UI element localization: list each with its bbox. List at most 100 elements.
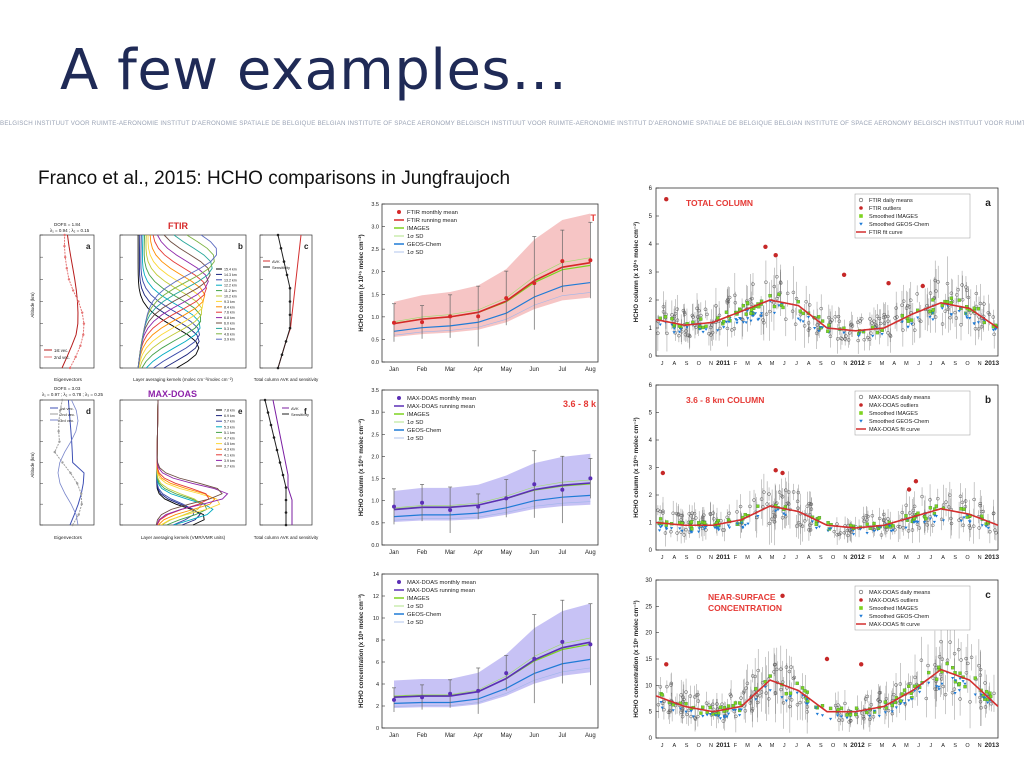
- ak-eig-point: [82, 333, 85, 336]
- ts-ytick-label: 4: [649, 438, 653, 444]
- ts-daily-mean-point: [729, 694, 733, 698]
- ts-daily-mean-point: [868, 317, 872, 321]
- sc-month-label: May: [501, 733, 512, 739]
- ts-geoschem-point: [888, 525, 892, 528]
- ts-images-point: [745, 301, 750, 305]
- ts-images-point: [768, 674, 772, 678]
- ts-daily-mean-point: [945, 658, 950, 663]
- ts-geoschem-point: [910, 697, 914, 701]
- sc-month-label: Apr: [473, 367, 482, 373]
- sc-ytick-label: 12: [373, 594, 379, 600]
- ak-ftir-layer-label: 10.2 km: [224, 295, 237, 299]
- ts-daily-mean-point: [789, 665, 793, 669]
- ak-ftir-layer-line: [140, 234, 201, 369]
- ts-month-label: S: [819, 743, 823, 749]
- ak-eig-point: [65, 267, 68, 270]
- ts-month-label: N: [978, 361, 982, 367]
- ts-month-label: M: [770, 743, 775, 749]
- ts-daily-mean-point: [675, 318, 680, 322]
- ts-geoschem-point: [724, 320, 729, 324]
- sc-month-label: Jun: [529, 550, 539, 556]
- sc-legend-label: IMAGES: [407, 412, 430, 418]
- ak-maxdoas-lambda: λ₁ = 0.97 ; λ₂ = 0.78 ; λ₃ = 0.25: [42, 392, 104, 397]
- ts-month-label: M: [745, 555, 750, 561]
- ts-geoschem-point: [880, 333, 884, 336]
- ts-geoschem-point: [932, 520, 937, 524]
- ts-daily-mean-point: [964, 285, 968, 289]
- ts-images-point: [880, 328, 884, 333]
- ts-daily-mean-point: [939, 677, 944, 681]
- ts-month-label: M: [904, 361, 909, 367]
- ts-daily-mean-point: [750, 709, 754, 713]
- ts-daily-mean-point: [694, 516, 698, 520]
- ts-month-label: S: [953, 361, 957, 367]
- ts-geoschem-point: [857, 334, 861, 338]
- ts-daily-mean-point: [730, 328, 734, 332]
- ts-images-point: [963, 684, 967, 689]
- ak-maxdoas-layer-label: 4.3 km: [224, 448, 235, 452]
- ts-images-point: [781, 305, 785, 310]
- sc-ytick-label: 3.0: [371, 410, 379, 416]
- ts-geoschem-point: [698, 328, 702, 331]
- ts-images-point: [909, 318, 914, 322]
- institute-banner: BELGISCH INSTITUUT VOOR RUIMTE-AERONOMIE…: [0, 120, 1024, 127]
- ts-geoschem-point: [716, 329, 720, 332]
- ts-daily-mean-point: [715, 702, 719, 706]
- ts-geoschem-point: [868, 714, 872, 718]
- ts-daily-mean-point: [869, 331, 873, 335]
- ts-daily-mean-point: [861, 714, 866, 719]
- ts-images-point: [951, 665, 955, 670]
- ts-month-label: N: [978, 743, 982, 749]
- ts-images-point: [768, 294, 772, 298]
- ts-daily-mean-point: [795, 702, 800, 707]
- ts-images-point: [937, 665, 941, 669]
- ak-xlabel-avk-maxdoas: Layer averaging kernels (VMR/VMR units): [141, 535, 226, 540]
- ts-daily-mean-point: [882, 312, 886, 317]
- sc-images-sd-line: [393, 257, 591, 323]
- ts-daily-mean-point: [940, 657, 945, 661]
- ts-geoschem-point: [906, 325, 910, 329]
- ts-geoschem-point: [817, 329, 821, 333]
- ak-maxdoas-layer-label: 5.3 km: [224, 425, 235, 429]
- ts-month-label: A: [807, 743, 811, 749]
- ak-panel-letter: f: [304, 407, 307, 416]
- ts-month-label: J: [917, 743, 920, 749]
- ak-maxdoas-layer-label: 4.7 km: [224, 437, 235, 441]
- ts-images-point: [976, 307, 981, 311]
- ts-month-label: A: [672, 361, 676, 367]
- sc-ytick-label: 0.0: [371, 360, 379, 366]
- ts-geoschem-point: [685, 326, 689, 329]
- ts-daily-mean-point: [870, 513, 875, 518]
- ts-geoschem-point: [744, 321, 748, 324]
- ts-daily-mean-point: [675, 531, 679, 535]
- ts-geoschem-point: [891, 529, 895, 532]
- ts-geoschem-point: [754, 698, 758, 701]
- ts-geoschem-point: [814, 706, 818, 710]
- ts-geoschem-point: [827, 527, 831, 531]
- ts-geoschem-point: [717, 528, 721, 532]
- sc-monthly-mean-point: [420, 500, 425, 505]
- ts-month-label: N: [709, 743, 713, 749]
- sc-legend-swatch: [397, 396, 401, 400]
- ts-daily-mean-point: [989, 702, 994, 706]
- sc-ytick-label: 3.5: [371, 202, 379, 208]
- ts-geoschem-point: [865, 531, 869, 535]
- ts-geoschem-point: [927, 681, 931, 685]
- ts-geoschem-point: [740, 521, 744, 525]
- ts-month-label: A: [807, 361, 811, 367]
- ts-daily-mean-point: [751, 282, 755, 286]
- ts-outlier-point: [913, 479, 919, 484]
- ts-daily-mean-point: [773, 662, 777, 667]
- ts-geoschem-point: [986, 526, 990, 530]
- ts-geoschem-point: [753, 312, 758, 315]
- ts-images-point: [872, 521, 876, 526]
- ts-daily-mean-point: [958, 494, 963, 499]
- ts-daily-mean-point: [696, 714, 700, 719]
- ts-daily-mean-point: [684, 690, 688, 694]
- ts-images-point: [972, 306, 977, 310]
- ts-daily-mean-point: [960, 298, 965, 302]
- ts-daily-mean-point: [848, 323, 853, 327]
- ts-geoschem-point: [845, 716, 849, 720]
- ts-geoschem-point: [738, 708, 742, 711]
- ak-eig-point: [64, 255, 67, 259]
